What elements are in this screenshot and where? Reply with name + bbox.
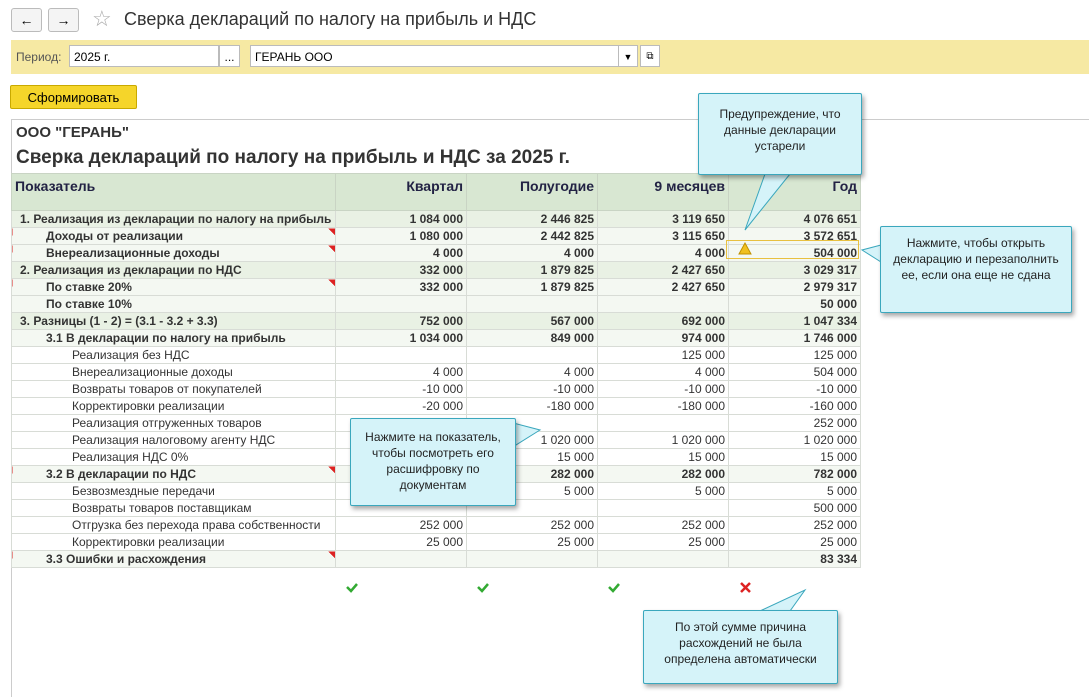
value-cell[interactable]: 3 115 650 [597, 227, 729, 245]
value-cell[interactable]: 15 000 [597, 448, 729, 466]
header-row: Показатель Квартал Полугодие 9 месяцев Год [11, 173, 861, 211]
indicator-cell[interactable]: Внереализационные доходы [11, 244, 336, 262]
callout-pointer [759, 588, 807, 612]
value-cell[interactable]: 1 879 825 [466, 278, 598, 296]
indicator-cell[interactable]: 3.1 В декларации по налогу на прибыль [11, 329, 336, 347]
value-cell[interactable]: 692 000 [597, 312, 729, 330]
callout-pointer [744, 173, 792, 231]
value-cell[interactable] [597, 550, 729, 568]
value-cell[interactable]: 15 000 [728, 448, 861, 466]
generate-button[interactable]: Сформировать [10, 85, 137, 109]
favorite-star[interactable]: ☆ [92, 6, 112, 31]
report-table: Показатель Квартал Полугодие 9 месяцев Год 1.… [11, 173, 861, 568]
column-header: Квартал [335, 173, 467, 211]
table-row[interactable]: Отгрузка без перехода права собственност… [11, 516, 861, 534]
back-button[interactable]: ← [11, 8, 42, 32]
table-row[interactable]: 3.3 Ошибки и расхождения 83 334 [11, 550, 861, 568]
forward-button[interactable]: → [48, 8, 79, 32]
value-cell[interactable]: 504 000 [728, 244, 861, 262]
value-cell[interactable]: 252 000 [728, 516, 861, 534]
value-cell[interactable]: 25 000 [597, 533, 729, 551]
value-cell[interactable]: 1 746 000 [728, 329, 861, 347]
callout: Предупреждение, что данные декларации ус… [698, 93, 862, 175]
org-open[interactable]: ⧉ [640, 45, 660, 67]
column-header: Показатель [11, 173, 336, 211]
value-cell[interactable]: 1 020 000 [597, 431, 729, 449]
table-row[interactable]: По ставке 10% 50 000 [11, 295, 861, 313]
period-input[interactable]: 2025 г. [69, 45, 219, 67]
report-title: Сверка деклараций по налогу на прибыль и… [16, 147, 570, 168]
value-cell[interactable]: 4 000 [466, 244, 598, 262]
value-cell[interactable]: 849 000 [466, 329, 598, 347]
table-row[interactable]: Реализация без НДС 125 000 125 000 [11, 346, 861, 364]
value-cell[interactable]: 83 334 [728, 550, 861, 568]
callout: По этой сумме причина расхождений не был… [643, 610, 838, 684]
indicator-cell[interactable]: 3.3 Ошибки и расхождения [11, 550, 336, 568]
value-cell[interactable]: 2 427 650 [597, 278, 729, 296]
value-cell[interactable]: 125 000 [728, 346, 861, 364]
indicator-cell[interactable]: 3.2 В декларации по НДС [11, 465, 336, 483]
table-row[interactable]: Корректировки реализации 25 000 25 000 25 0… [11, 533, 861, 551]
window-title: Сверка деклараций по налогу на прибыль и… [124, 9, 537, 29]
value-cell[interactable]: 2 442 825 [466, 227, 598, 245]
value-cell[interactable]: 332 000 [335, 278, 467, 296]
value-cell[interactable] [335, 295, 467, 313]
indicator-cell[interactable]: Реализация налоговому агенту НДС [11, 431, 336, 449]
selected-cell [726, 240, 859, 259]
value-cell[interactable]: 4 000 [597, 244, 729, 262]
value-cell[interactable]: 1 080 000 [335, 227, 467, 245]
value-cell[interactable] [335, 550, 467, 568]
value-cell[interactable] [466, 550, 598, 568]
callout: Нажмите, чтобы открыть декларацию и пере… [880, 226, 1072, 313]
value-cell[interactable]: -20 000 [335, 397, 467, 415]
table-row[interactable]: 3. Разницы (1 - 2) = (3.1 - 3.2 + 3.3) 75… [11, 312, 861, 330]
value-cell[interactable]: 332 000 [335, 261, 467, 279]
callout: Нажмите на показатель, чтобы посмотреть … [350, 418, 516, 506]
column-header: Год [728, 173, 861, 211]
table-row[interactable]: Доходы от реализации 1 080 000 2 442 825 3 … [11, 227, 861, 245]
value-cell[interactable] [466, 295, 598, 313]
period-select[interactable]: ... [219, 45, 240, 67]
period-label: Период: [16, 50, 62, 64]
org-dropdown[interactable]: ▼ [618, 45, 638, 67]
value-cell[interactable]: 282 000 [597, 465, 729, 483]
indicator-cell[interactable]: 1. Реализация из декларации по налогу на… [11, 210, 336, 228]
check-icon [477, 583, 489, 593]
value-cell[interactable]: 5 000 [597, 482, 729, 500]
check-icon [346, 583, 358, 593]
table-row[interactable]: Внереализационные доходы 4 000 4 000 4 000 5… [11, 244, 861, 262]
column-header: Полугодие [466, 173, 598, 211]
indicator-cell[interactable]: Отгрузка без перехода права собственност… [11, 516, 336, 534]
warning-icon [738, 241, 752, 255]
indicator-cell[interactable]: 3. Разницы (1 - 2) = (3.1 - 3.2 + 3.3) [11, 312, 336, 330]
value-cell[interactable]: 4 000 [335, 363, 467, 381]
value-cell[interactable]: 504 000 [728, 363, 861, 381]
table-row[interactable]: 3.2 В декларации по НДС 282 000 282 000 782… [11, 465, 861, 483]
value-cell[interactable]: -10 000 [597, 380, 729, 398]
value-cell[interactable]: 1 034 000 [335, 329, 467, 347]
value-cell[interactable]: -10 000 [728, 380, 861, 398]
table-row[interactable]: Внереализационные доходы 4 000 4 000 4 000 5… [11, 363, 861, 381]
value-cell[interactable]: 782 000 [728, 465, 861, 483]
value-cell[interactable]: 4 000 [335, 244, 467, 262]
error-icon [740, 582, 751, 593]
indicator-cell[interactable]: Доходы от реализации [11, 227, 336, 245]
value-cell[interactable]: 252 000 [466, 516, 598, 534]
report-org: ООО "ГЕРАНЬ" [16, 124, 130, 141]
table-row[interactable]: Корректировки реализации -20 000 -180 000-… [11, 397, 861, 415]
value-cell[interactable]: -180 000 [466, 397, 598, 415]
callout-pointer [860, 244, 882, 263]
column-header: 9 месяцев [597, 173, 729, 211]
value-cell[interactable]: 1 879 825 [466, 261, 598, 279]
org-input[interactable]: ГЕРАНЬ ООО [250, 45, 638, 67]
check-icon [608, 583, 620, 593]
value-cell[interactable]: 4 076 651 [728, 210, 861, 228]
